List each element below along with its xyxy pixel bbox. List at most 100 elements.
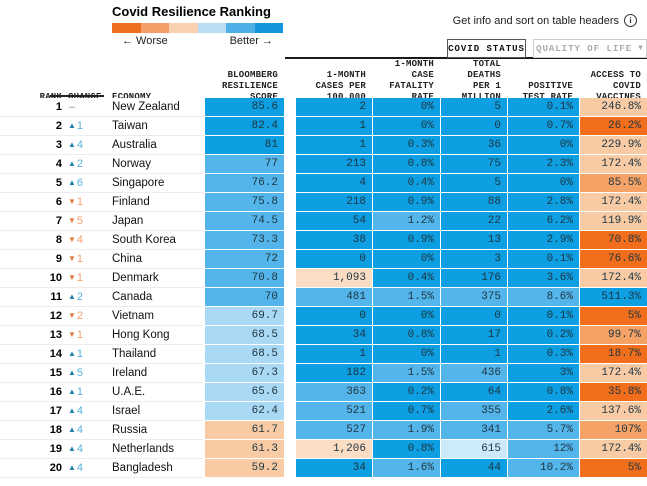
- change-arrow-icon: ▼: [68, 197, 76, 206]
- positive-test-rate-cell: 12%: [507, 440, 579, 458]
- vaccine-access-cell: 246.8%: [579, 98, 647, 116]
- rank-cell: 2: [0, 117, 62, 136]
- legend-segment: [197, 23, 226, 33]
- deaths-cell: 615: [440, 440, 507, 458]
- table-row: 16 ▲ 1 U.A.E. 65.6 363 0.2% 64 0.8% 35.8…: [0, 383, 647, 402]
- positive-test-rate-cell: 0%: [507, 136, 579, 154]
- vaccine-access-cell: 85.5%: [579, 174, 647, 192]
- column-gap: [284, 440, 295, 459]
- positive-test-rate-cell: 5.7%: [507, 421, 579, 439]
- table-row: 4 ▲ 2 Norway 77 213 0.8% 75 2.3% 172.4%: [0, 155, 647, 174]
- column-header-cases[interactable]: 1-MONTH CASES PER 100,000: [315, 70, 366, 102]
- legend-gradient: [112, 23, 283, 33]
- vaccine-access-cell: 511.3%: [579, 288, 647, 306]
- change-value: 4: [76, 462, 84, 474]
- economy-cell: China: [112, 250, 204, 269]
- column-header-deaths[interactable]: TOTAL DEATHS PER 1 MILLION: [461, 59, 501, 102]
- rank-cell: 6: [0, 193, 62, 212]
- cases-cell: 481: [295, 288, 372, 306]
- economy-cell: South Korea: [112, 231, 204, 250]
- economy-cell: Denmark: [112, 269, 204, 288]
- tab-quality-of-life[interactable]: QUALITY OF LIFE ▼: [533, 39, 647, 58]
- table-row: 1 – New Zealand 85.6 2 0% 5 0.1% 246.8%: [0, 98, 647, 117]
- change-value: 2: [76, 291, 84, 303]
- resilience-score-cell: 68.5: [204, 326, 284, 344]
- info-hint-text: Get info and sort on table headers: [452, 14, 619, 27]
- vaccine-access-cell: 137.6%: [579, 402, 647, 420]
- vaccine-access-cell: 18.7%: [579, 345, 647, 363]
- rank-change-cell: ▼ 2: [62, 307, 112, 326]
- rank-cell: 14: [0, 345, 62, 364]
- change-arrow-icon: ▼: [68, 330, 76, 339]
- rank-change-cell: ▲ 2: [62, 288, 112, 307]
- rank-cell: 15: [0, 364, 62, 383]
- fatality-rate-cell: 0.8%: [372, 326, 440, 344]
- table-row: 8 ▼ 4 South Korea 73.3 38 0.9% 13 2.9% 7…: [0, 231, 647, 250]
- fatality-rate-cell: 0%: [372, 307, 440, 325]
- vaccine-access-cell: 5%: [579, 459, 647, 477]
- vaccine-access-cell: 172.4%: [579, 440, 647, 458]
- fatality-rate-cell: 1.9%: [372, 421, 440, 439]
- rank-cell: 3: [0, 136, 62, 155]
- fatality-rate-cell: 0%: [372, 98, 440, 116]
- change-value: 2: [76, 158, 84, 170]
- column-header-change[interactable]: CHANGE: [68, 92, 102, 102]
- economy-cell: Hong Kong: [112, 326, 204, 345]
- column-header-resilience-score[interactable]: BLOOMBERG RESILIENCE SCORE: [221, 70, 278, 102]
- info-icon[interactable]: i: [624, 14, 637, 27]
- vaccine-access-cell: 107%: [579, 421, 647, 439]
- column-gap: [284, 459, 295, 478]
- positive-test-rate-cell: 8.6%: [507, 288, 579, 306]
- deaths-cell: 13: [440, 231, 507, 249]
- table-row: 17 ▲ 4 Israel 62.4 521 0.7% 355 2.6% 137…: [0, 402, 647, 421]
- column-gap: [284, 250, 295, 269]
- rank-cell: 8: [0, 231, 62, 250]
- resilience-score-cell: 61.7: [204, 421, 284, 439]
- rank-change-cell: ▲ 4: [62, 421, 112, 440]
- resilience-score-cell: 70.8: [204, 269, 284, 287]
- positive-test-rate-cell: 6.2%: [507, 212, 579, 230]
- rank-change-cell: ▲ 1: [62, 117, 112, 136]
- economy-cell: Canada: [112, 288, 204, 307]
- column-header-rank[interactable]: RANK: [39, 92, 62, 102]
- economy-cell: Taiwan: [112, 117, 204, 136]
- column-header-positive-test-rate[interactable]: POSITIVE TEST RATE: [522, 81, 573, 102]
- rank-cell: 20: [0, 459, 62, 478]
- tab-covid-status[interactable]: COVID STATUS: [447, 39, 526, 58]
- positive-test-rate-cell: 0.2%: [507, 326, 579, 344]
- resilience-score-cell: 61.3: [204, 440, 284, 458]
- column-gap: [284, 345, 295, 364]
- change-arrow-icon: ▼: [68, 216, 76, 225]
- legend-segment: [112, 23, 141, 33]
- rank-cell: 18: [0, 421, 62, 440]
- column-header-economy[interactable]: ECONOMY: [112, 92, 152, 102]
- column-header-vaccine-access[interactable]: ACCESS TO COVID VACCINES: [590, 70, 641, 102]
- fatality-rate-cell: 0.8%: [372, 155, 440, 173]
- column-gap: [284, 231, 295, 250]
- legend-labels: ← Worse Better →: [112, 35, 283, 47]
- table-body: 1 – New Zealand 85.6 2 0% 5 0.1% 246.8% …: [0, 98, 647, 478]
- change-value: 4: [76, 139, 84, 151]
- change-value: 1: [76, 120, 84, 132]
- change-value: 1: [76, 253, 84, 265]
- change-arrow-icon: ▲: [68, 463, 76, 472]
- change-arrow-icon: ▼: [68, 254, 76, 263]
- legend-segment: [254, 23, 283, 33]
- change-arrow-icon: ▼: [68, 273, 76, 282]
- deaths-cell: 44: [440, 459, 507, 477]
- resilience-score-cell: 62.4: [204, 402, 284, 420]
- rank-cell: 1: [0, 98, 62, 117]
- rank-cell: 11: [0, 288, 62, 307]
- column-gap: [284, 98, 295, 117]
- change-value: 2: [76, 310, 84, 322]
- economy-cell: Japan: [112, 212, 204, 231]
- fatality-rate-cell: 0.4%: [372, 174, 440, 192]
- table-row: 13 ▼ 1 Hong Kong 68.5 34 0.8% 17 0.2% 99…: [0, 326, 647, 345]
- cases-cell: 1: [295, 117, 372, 135]
- rank-cell: 9: [0, 250, 62, 269]
- rank-change-cell: ▲ 5: [62, 364, 112, 383]
- column-header-fatality-rate[interactable]: 1-MONTH CASE FATALITY RATE: [389, 59, 434, 102]
- fatality-rate-cell: 1.6%: [372, 459, 440, 477]
- positive-test-rate-cell: 3.6%: [507, 269, 579, 287]
- column-gap: [284, 212, 295, 231]
